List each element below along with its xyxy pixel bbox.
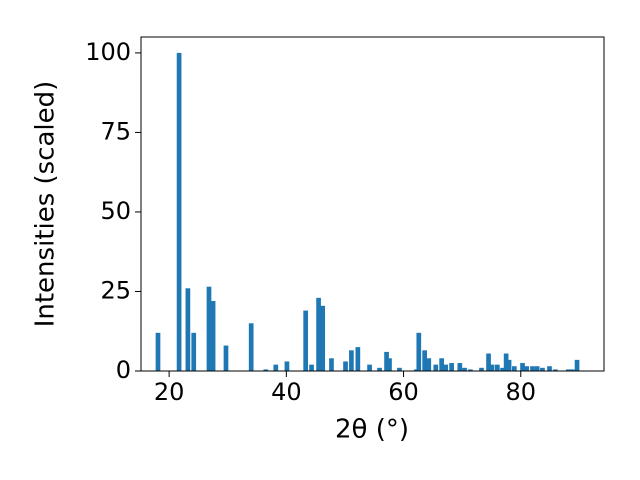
bar xyxy=(191,332,197,371)
bar xyxy=(486,353,491,371)
y-tick-label: 100 xyxy=(85,38,131,66)
bar xyxy=(506,359,512,371)
bar xyxy=(377,367,382,371)
bar xyxy=(468,369,473,371)
y-tick-label: 0 xyxy=(116,356,131,384)
bar xyxy=(530,366,535,371)
x-tick-label: 80 xyxy=(506,378,537,406)
bar xyxy=(433,364,439,371)
x-tick-label: 60 xyxy=(388,378,419,406)
bar xyxy=(176,52,182,372)
bar xyxy=(309,364,314,371)
bar xyxy=(524,366,529,371)
bar xyxy=(494,364,500,371)
bar xyxy=(553,369,558,371)
y-tick-label: 50 xyxy=(100,197,131,225)
bar xyxy=(303,310,309,371)
bar xyxy=(439,358,445,371)
bar xyxy=(248,323,254,371)
plot-frame xyxy=(140,36,605,372)
bar xyxy=(343,361,348,371)
bar xyxy=(384,351,389,371)
bar xyxy=(520,363,525,371)
bar xyxy=(540,367,545,371)
x-tick-label: 40 xyxy=(271,378,302,406)
bar xyxy=(534,366,540,371)
bar xyxy=(416,332,422,371)
bar xyxy=(422,350,428,371)
bar xyxy=(500,367,505,371)
bar xyxy=(547,366,552,371)
bar xyxy=(155,332,161,371)
bar xyxy=(329,358,334,371)
bar xyxy=(479,367,484,371)
bar xyxy=(263,369,269,371)
x-axis-label: 2θ (°) xyxy=(335,415,409,445)
bar xyxy=(223,345,229,371)
bar xyxy=(387,358,392,371)
bar xyxy=(457,363,463,371)
bar xyxy=(284,361,290,371)
bar xyxy=(570,369,575,371)
y-tick-label: 75 xyxy=(100,117,131,145)
bar xyxy=(449,363,454,371)
bar xyxy=(185,288,191,371)
bar xyxy=(210,301,216,371)
bar xyxy=(320,305,326,371)
bar xyxy=(462,367,467,371)
bar xyxy=(443,364,449,371)
bar xyxy=(316,297,321,371)
bar xyxy=(273,364,279,371)
bar xyxy=(511,366,517,371)
bar xyxy=(397,367,402,371)
bar xyxy=(426,358,432,371)
bar xyxy=(349,350,354,371)
bar xyxy=(206,286,212,371)
y-axis-label: Intensities (scaled) xyxy=(31,81,61,328)
bar xyxy=(503,353,509,371)
y-tick-label: 25 xyxy=(100,276,131,304)
bar xyxy=(355,347,361,371)
bar xyxy=(574,359,580,371)
x-tick-label: 20 xyxy=(154,378,185,406)
bar xyxy=(489,364,495,371)
bar xyxy=(367,364,372,371)
bar xyxy=(565,369,571,371)
